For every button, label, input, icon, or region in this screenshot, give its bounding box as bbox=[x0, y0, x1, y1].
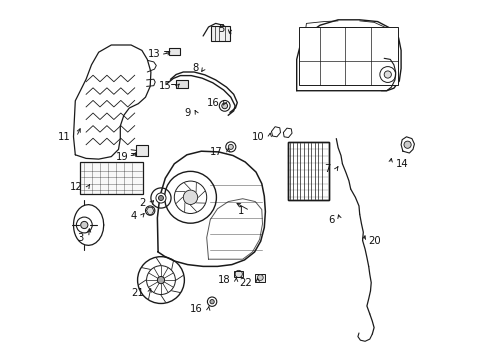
Circle shape bbox=[222, 103, 227, 109]
Text: 12: 12 bbox=[70, 182, 82, 192]
Circle shape bbox=[403, 141, 410, 148]
Circle shape bbox=[209, 300, 214, 304]
Text: 11: 11 bbox=[58, 132, 71, 142]
Text: 10: 10 bbox=[251, 132, 264, 142]
FancyBboxPatch shape bbox=[312, 27, 334, 36]
FancyBboxPatch shape bbox=[168, 48, 179, 55]
FancyBboxPatch shape bbox=[287, 142, 328, 200]
FancyBboxPatch shape bbox=[359, 27, 381, 36]
Text: 16: 16 bbox=[190, 304, 203, 314]
Text: 8: 8 bbox=[192, 63, 198, 73]
Text: 3: 3 bbox=[77, 233, 83, 243]
FancyBboxPatch shape bbox=[337, 27, 355, 36]
Text: 13: 13 bbox=[148, 49, 161, 59]
FancyBboxPatch shape bbox=[136, 145, 148, 156]
Circle shape bbox=[81, 221, 88, 229]
Text: 4: 4 bbox=[130, 211, 136, 221]
FancyBboxPatch shape bbox=[255, 274, 265, 282]
Circle shape bbox=[157, 276, 164, 284]
Text: 7: 7 bbox=[324, 164, 330, 174]
FancyBboxPatch shape bbox=[298, 27, 397, 85]
Text: 16: 16 bbox=[206, 98, 219, 108]
Text: 22: 22 bbox=[239, 278, 252, 288]
FancyBboxPatch shape bbox=[80, 162, 142, 194]
Text: 14: 14 bbox=[395, 159, 407, 169]
Text: 19: 19 bbox=[116, 152, 128, 162]
Text: 15: 15 bbox=[159, 81, 171, 91]
FancyBboxPatch shape bbox=[211, 26, 230, 41]
Circle shape bbox=[257, 275, 263, 280]
Text: 5: 5 bbox=[218, 24, 224, 34]
Text: 18: 18 bbox=[218, 275, 230, 285]
Circle shape bbox=[156, 193, 166, 203]
Text: 21: 21 bbox=[131, 288, 143, 298]
Circle shape bbox=[384, 71, 390, 78]
Circle shape bbox=[183, 190, 197, 204]
FancyBboxPatch shape bbox=[234, 271, 243, 277]
Text: 6: 6 bbox=[327, 215, 334, 225]
Circle shape bbox=[228, 144, 233, 149]
Text: 9: 9 bbox=[184, 108, 191, 118]
Text: 1: 1 bbox=[238, 206, 244, 216]
FancyBboxPatch shape bbox=[176, 80, 187, 88]
Circle shape bbox=[145, 206, 155, 215]
Text: 17: 17 bbox=[210, 147, 223, 157]
Text: 2: 2 bbox=[139, 198, 145, 208]
Text: 20: 20 bbox=[368, 236, 381, 246]
Circle shape bbox=[158, 195, 163, 201]
